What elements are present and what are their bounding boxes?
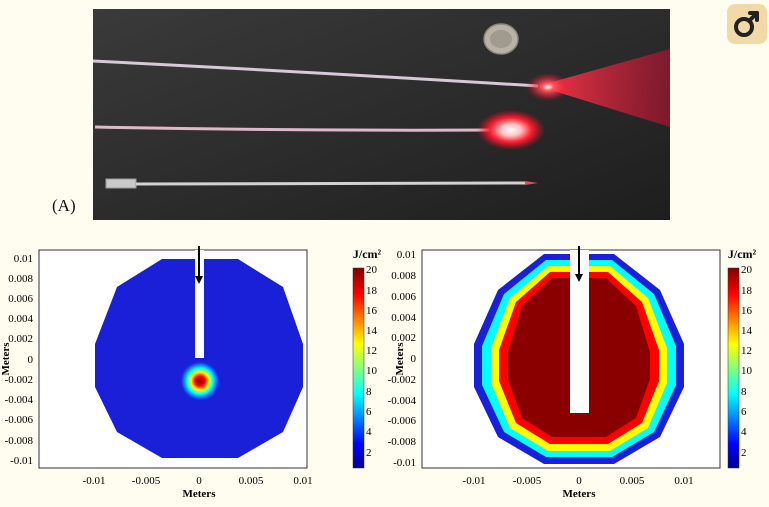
- ytick: -0.01: [393, 457, 416, 469]
- ytick: -0.006: [5, 414, 34, 426]
- y-axis-label: Meters: [0, 342, 12, 376]
- cbtick: 4: [366, 426, 372, 438]
- colorbar-label: J/cm²: [728, 247, 757, 261]
- fluence-plot-right: 0.01 0.008 0.006 0.004 0.002 0 -0.002 -0…: [382, 232, 764, 504]
- cbtick: 4: [741, 426, 747, 438]
- ytick: -0.004: [388, 395, 417, 407]
- cbtick: 2: [366, 447, 372, 459]
- cbtick: 12: [366, 345, 377, 357]
- xtick: -0.01: [83, 475, 106, 487]
- cbtick: 18: [366, 285, 378, 297]
- colorbar: [727, 267, 740, 469]
- cbtick: 14: [366, 325, 378, 337]
- x-axis-label: Meters: [183, 488, 217, 500]
- cbtick: 8: [741, 386, 747, 398]
- cbtick: 10: [366, 365, 378, 377]
- y-axis-label: Meters: [394, 342, 406, 376]
- cbtick: 8: [366, 386, 372, 398]
- cbtick: 6: [366, 406, 372, 418]
- xtick: 0.01: [674, 475, 693, 487]
- xtick: -0.005: [513, 475, 542, 487]
- ytick: 0.002: [8, 333, 33, 345]
- diffuser-glow: [477, 110, 545, 150]
- ytick: 0: [28, 354, 34, 366]
- share-icon: [734, 11, 759, 37]
- fiber-photo-drawing: [93, 9, 670, 220]
- cbtick: 16: [366, 305, 378, 317]
- x-axis-label: Meters: [563, 488, 597, 500]
- cbtick: 18: [741, 285, 753, 297]
- cbtick: 12: [741, 345, 752, 357]
- ytick: -0.002: [388, 374, 416, 386]
- xtick: 0: [196, 475, 202, 487]
- ytick: 0.01: [397, 249, 416, 261]
- ytick: 0.006: [8, 293, 33, 305]
- fiber-track: [570, 250, 589, 413]
- ytick: 0.01: [14, 253, 33, 265]
- ytick: -0.008: [388, 436, 417, 448]
- xtick: 0.01: [293, 475, 312, 487]
- ytick: 0.004: [8, 313, 33, 325]
- share-button[interactable]: [727, 4, 767, 44]
- fluence-plot-left: 0.01 0.008 0.006 0.004 0.002 0 -0.002 -0…: [0, 232, 382, 504]
- hot-spot: [180, 361, 220, 401]
- xtick: -0.01: [463, 475, 486, 487]
- ytick: -0.01: [10, 455, 33, 467]
- xtick: 0.005: [239, 475, 264, 487]
- colorbar-label: J/cm²: [353, 247, 382, 261]
- ytick: 0.002: [391, 332, 416, 344]
- xtick: 0: [576, 475, 582, 487]
- colorbar: [352, 267, 365, 469]
- ytick: 0.008: [391, 270, 416, 282]
- cbtick: 16: [741, 305, 753, 317]
- ytick: 0.004: [391, 312, 416, 324]
- cbtick: 14: [741, 325, 753, 337]
- ytick: 0.008: [8, 273, 33, 285]
- cbtick: 20: [741, 264, 753, 276]
- ytick: -0.008: [5, 435, 34, 447]
- panel-label: (A): [52, 196, 76, 215]
- ytick: 0: [411, 353, 417, 365]
- fiber-photo: [93, 9, 670, 220]
- cbtick: 6: [741, 406, 747, 418]
- cbtick: 2: [741, 447, 747, 459]
- fluence-region: [95, 259, 303, 458]
- ytick: -0.002: [5, 374, 33, 386]
- cbtick: 20: [366, 264, 378, 276]
- xtick: 0.005: [620, 475, 645, 487]
- cbtick: 10: [741, 365, 753, 377]
- laser-cone: [538, 49, 670, 127]
- ytick: -0.004: [5, 394, 34, 406]
- ytick: 0.006: [391, 291, 416, 303]
- ytick: -0.006: [388, 415, 417, 427]
- xtick: -0.005: [132, 475, 161, 487]
- fiber-track: [195, 250, 204, 358]
